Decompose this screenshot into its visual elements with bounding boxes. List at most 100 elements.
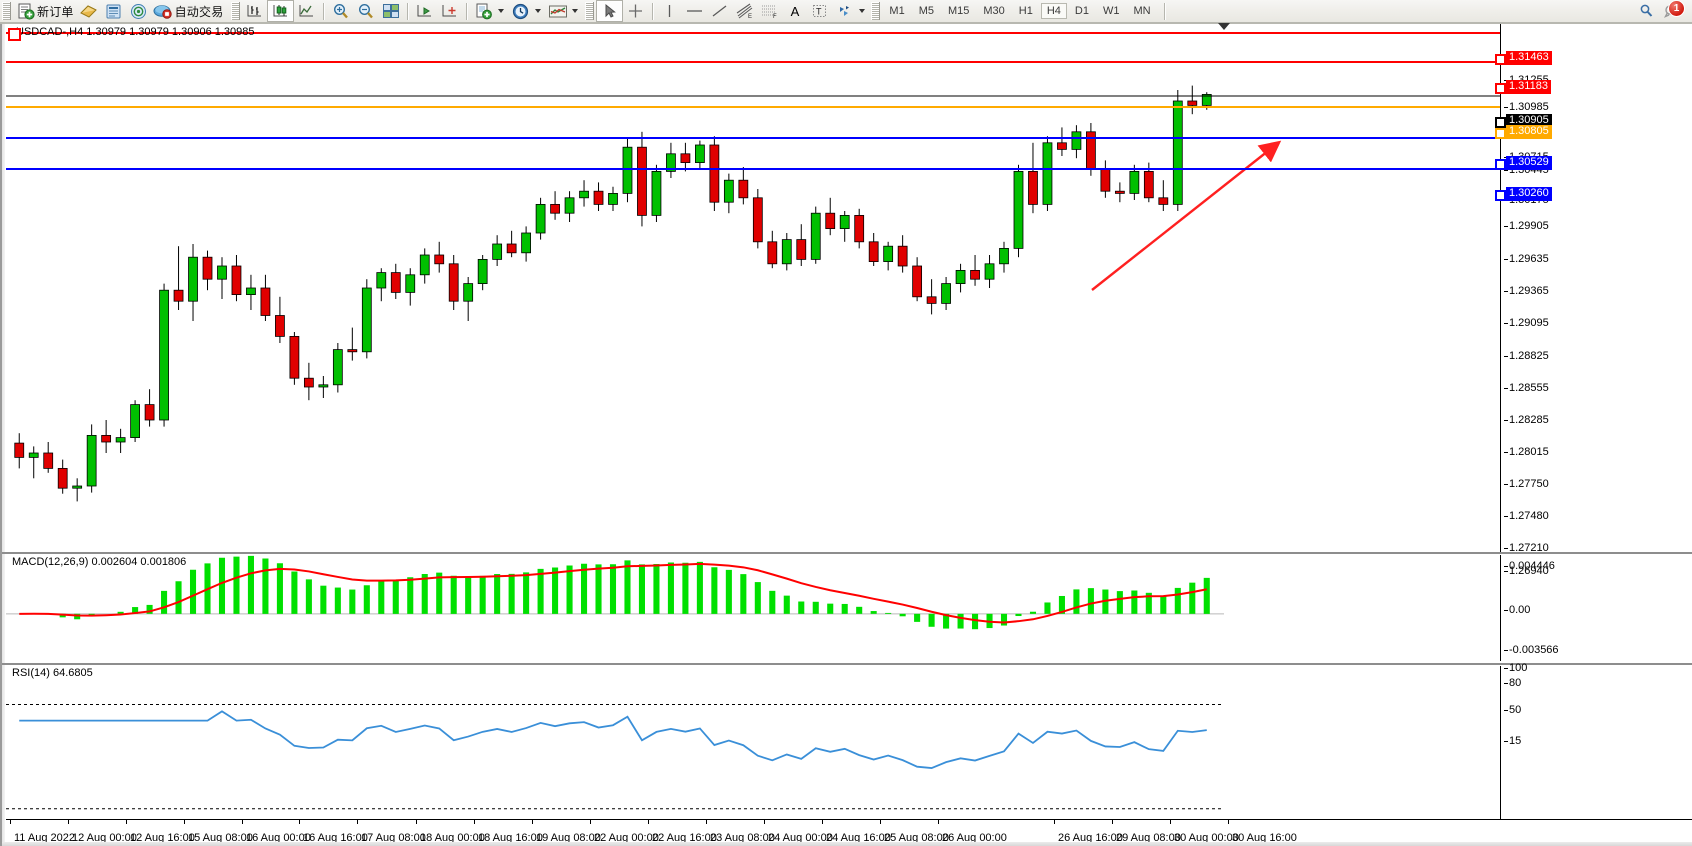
candle [246,274,256,310]
price-line-anchor-handle[interactable] [8,28,21,41]
shapes-dropdown-arrow[interactable] [859,9,866,13]
candle-body [955,269,966,284]
notifications-button[interactable]: 1 [1659,0,1685,21]
price-level-lines[interactable] [6,24,1500,552]
candle [463,277,474,321]
zoom-out-icon[interactable] [353,1,378,21]
macd-rsi-separator[interactable] [2,663,1692,665]
macd-tick: 0.00 [1504,604,1530,616]
chart-window[interactable]: USDCAD-,H4 1.30979 1.30979 1.30906 1.309… [0,23,1692,846]
toolbar-grip-2[interactable] [231,2,241,20]
auto-scroll-icon[interactable] [437,1,462,21]
candle-body [477,258,488,284]
search-icon[interactable] [1634,1,1659,21]
candlestick-chart-icon[interactable] [267,0,295,22]
svg-text:E: E [748,14,752,19]
timeframe-mn[interactable]: MN [1133,5,1151,17]
resistance-line-2-handle[interactable] [1495,83,1506,94]
candle [984,255,995,288]
price-axis[interactable]: 1.312551.309851.307151.304451.301751.299… [1495,24,1692,577]
resistance-line-2-label[interactable]: 1.31183 [1506,80,1551,94]
crosshair-icon[interactable] [623,1,648,21]
candle [1028,142,1038,214]
timeframe-m30[interactable]: M30 [983,5,1005,17]
market-watch-icon[interactable] [126,1,151,21]
timeframe-h4[interactable]: H4 [1040,3,1067,19]
toolbar-grip-3[interactable] [585,2,595,20]
templates-dropdown-arrow[interactable] [572,9,579,13]
timeframe-m1[interactable]: M1 [889,5,905,17]
arrows-shapes-icon[interactable] [832,1,857,21]
toolbar-divider-2 [407,2,409,20]
support-line-2-handle[interactable] [1495,190,1506,201]
horizontal-line-icon[interactable] [682,1,707,21]
tile-windows-icon[interactable] [378,1,403,21]
price-macd-separator[interactable] [2,552,1692,554]
toolbar-grip-4[interactable] [871,2,881,20]
candle-body [695,144,705,164]
candle [28,446,39,479]
autotrading-button[interactable]: 自动交易 [151,1,226,21]
timeframe-d1[interactable]: D1 [1074,5,1089,17]
horizontal-scrollbar[interactable] [2,842,1692,846]
candle-body [796,239,807,260]
time-tick-mark [416,820,417,824]
candle-body [999,247,1009,265]
chart-shift-icon[interactable] [412,1,437,21]
candle [1057,127,1067,156]
timeframe-h1[interactable]: H1 [1018,5,1033,17]
vertical-line-icon[interactable] [657,1,682,21]
rsi-pane[interactable]: RSI(14) 64.6805 [6,666,1500,820]
pending-order-line-label[interactable]: 1.30805 [1506,125,1552,139]
trendline-icon[interactable] [707,1,732,21]
rsi-axis[interactable]: 100 80 50 15 [1500,662,1692,820]
equidistant-channel-icon[interactable]: E [732,1,757,21]
autotrading-label: 自动交易 [174,4,224,19]
time-tick-label: 18 Aug 16:00 [478,832,543,844]
resistance-line-1-handle[interactable] [1495,54,1506,65]
rsi-series [6,704,1224,810]
candle-body [86,434,97,487]
bar-chart-icon[interactable] [242,1,267,21]
rsi-tick-label: 80 [1509,677,1522,689]
resistance-line-1-label[interactable]: 1.31463 [1506,51,1552,65]
bid-price-line-handle[interactable] [1495,117,1506,128]
timeframe-w1[interactable]: W1 [1102,5,1120,17]
candle-body [608,192,618,205]
macd-pane[interactable]: MACD(12,26,9) 0.002604 0.001806 [6,555,1500,661]
pending-order-line-handle[interactable] [1495,128,1506,139]
bid-price-line-label[interactable]: 1.30905 [1506,114,1552,128]
candle [43,442,54,473]
toolbar-grip[interactable] [2,2,11,20]
macd-axis[interactable]: 0.004446 0.00 -0.003566 [1500,555,1692,661]
period-clock-icon[interactable] [508,1,533,21]
new-order-button[interactable]: 新订单 [13,1,76,21]
period-dropdown-arrow[interactable] [535,9,542,13]
candle-body [535,203,546,234]
text-icon[interactable]: A [790,3,800,19]
time-axis[interactable]: 11 Aug 2022 12 Aug 00:00 12 Aug 16:00 15 Au… [6,820,1692,846]
support-line-1-label[interactable]: 1.30529 [1506,156,1552,170]
price-tick-label: 1.30985 [1509,101,1549,113]
new-chart-dropdown-arrow[interactable] [498,9,505,13]
new-chart-icon[interactable] [471,1,496,21]
zoom-in-icon[interactable] [328,1,353,21]
timeframe-m5[interactable]: M5 [918,5,934,17]
price-pane[interactable]: USDCAD-,H4 1.30979 1.30979 1.30906 1.309… [6,23,1500,552]
support-line-2-label[interactable]: 1.30260 [1506,187,1552,201]
support-line-1-handle[interactable] [1495,159,1506,170]
line-chart-icon[interactable] [294,1,319,21]
candle [144,389,155,427]
candle-body [72,485,83,489]
candle [695,140,705,170]
timeframe-m15[interactable]: M15 [947,5,970,17]
templates-icon[interactable] [545,1,570,21]
fibonacci-icon[interactable]: F [757,1,782,21]
candle [767,230,778,269]
text-label-icon[interactable]: T [807,1,832,21]
terminal-icon[interactable] [76,1,101,21]
candle-body [361,287,372,353]
candle [926,279,937,315]
cursor-icon[interactable] [596,0,624,22]
navigator-icon[interactable] [101,1,126,21]
